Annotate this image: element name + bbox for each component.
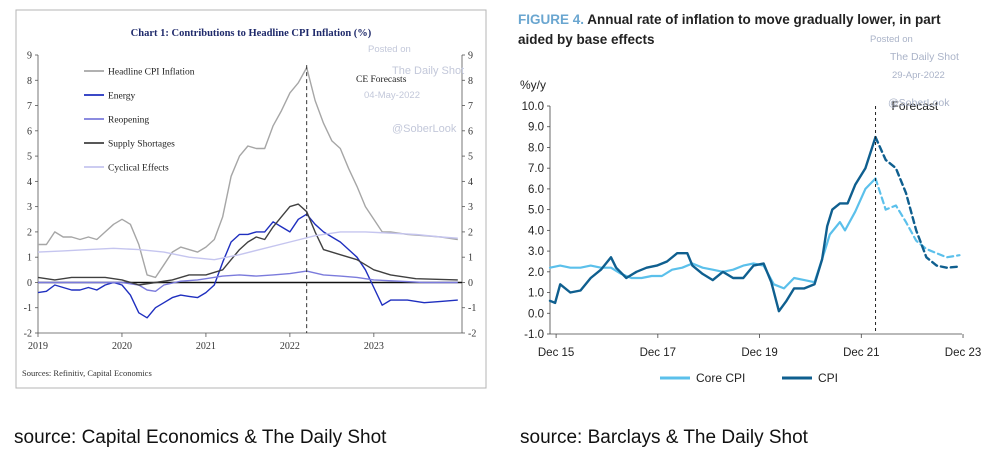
series-line-core-cpi [548,177,877,290]
y-tick-label-right: 5 [468,152,473,163]
annual-inflation-chart: FIGURE 4. Annual rate of inflation to mo… [518,12,981,385]
x-tick-label: 2020 [112,341,132,352]
y-tick-label-left: 8 [27,76,32,87]
y-tick-label-left: 7 [27,101,32,112]
series-line-headline-cpi-inflation [38,66,458,279]
watermark-line2: The Daily Shot [890,51,959,63]
y-tick-label: -1.0 [524,329,544,341]
chart-title-prefix: FIGURE 4. [518,12,587,27]
y-tick-label: 5.0 [528,205,544,217]
watermark-line2: The Daily Shot [392,65,464,77]
watermark-line4: @SoberLook [392,123,457,135]
y-tick-label-right: 2 [468,227,473,238]
y-tick-label-left: 5 [27,152,32,163]
watermark-line3: 29-Apr-2022 [892,70,945,81]
y-tick-label: 10.0 [522,101,544,113]
legend-label-reopening: Reopening [108,116,149,126]
legend-label-headline-cpi-inflation: Headline CPI Inflation [108,67,195,78]
left-source-caption: source: Capital Economics & The Daily Sh… [14,427,387,448]
y-tick-label-left: 4 [27,177,32,188]
watermark-line1: Posted on [368,44,411,55]
y-tick-label-right: 0 [468,278,473,289]
x-tick-label: Dec 21 [843,347,879,359]
x-tick-label: 2021 [196,341,216,352]
x-tick-label: 2023 [364,341,384,352]
series-line-cpi [548,135,877,313]
y-tick-label: 6.0 [528,184,544,196]
y-tick-label: 1.0 [528,288,544,300]
y-tick-label-left: 0 [27,278,32,289]
chart-source-note: Sources: Refinitiv, Capital Economics [22,368,152,378]
x-tick-label: 2019 [28,341,48,352]
y-tick-label-left: -2 [24,329,32,340]
y-tick-label: 8.0 [528,142,544,154]
y-tick-label-left: 9 [27,51,32,62]
chart-title-line2: aided by base effects [518,32,655,47]
y-tick-label-right: 8 [468,76,473,87]
y-tick-label-left: 1 [27,253,32,264]
right-chart-panel: FIGURE 4. Annual rate of inflation to mo… [510,0,1000,395]
y-tick-label-right: 1 [468,253,473,264]
legend-label-supply-shortages: Supply Shortages [108,140,175,150]
y-tick-label-left: 6 [27,126,32,137]
y-tick-label-right: 3 [468,202,473,213]
series-line-cpi-forecast [874,135,961,269]
right-source-caption: source: Barclays & The Daily Shot [520,427,808,448]
x-tick-label: Dec 15 [538,347,574,359]
legend-label-energy: Energy [108,92,136,102]
legend-label-cyclical-effects: Cyclical Effects [108,163,169,174]
left-chart-panel: Chart 1: Contributions to Headline CPI I… [0,0,495,395]
watermark-line1: Posted on [870,34,913,45]
y-tick-label: 0.0 [528,308,544,320]
y-tick-label-right: -1 [468,303,476,314]
y-tick-label: 4.0 [528,225,544,237]
x-tick-label: Dec 17 [640,347,676,359]
y-tick-label-right: 6 [468,126,473,137]
series-line-supply-shortages [37,203,458,286]
x-tick-label: Dec 23 [945,347,981,359]
watermark-line3: 04-May-2022 [364,90,420,101]
y-tick-label: 9.0 [528,122,544,134]
y-tick-label-left: 3 [27,202,32,213]
y-tick-label-right: 9 [468,51,473,62]
chart-title: Chart 1: Contributions to Headline CPI I… [131,28,372,39]
y-tick-label-right: 7 [468,101,473,112]
x-tick-label: Dec 19 [741,347,777,359]
x-tick-label: 2022 [280,341,300,352]
y-tick-label-right: -2 [468,329,476,340]
contributions-cpi-chart: Chart 1: Contributions to Headline CPI I… [15,9,487,389]
series-line-reopening [38,270,458,292]
chart-frame [15,9,487,389]
y-tick-label-right: 4 [468,177,473,188]
y-axis-label: %y/y [520,78,546,92]
y-tick-label: 3.0 [528,246,544,258]
y-tick-label-left: 2 [27,227,32,238]
series-line-cyclical-effects [37,231,458,261]
y-tick-label-left: -1 [24,303,32,314]
series-line-core-cpi-forecast [874,177,961,259]
legend-label-core-cpi: Core CPI [696,371,745,385]
forecast-label: Forecast [892,99,939,113]
chart-title-text: Annual rate of inflation to move gradual… [587,12,941,27]
y-tick-label: 2.0 [528,267,544,279]
chart-title-line1: FIGURE 4. Annual rate of inflation to mo… [518,12,941,27]
y-tick-label: 7.0 [528,163,544,175]
forecast-label: CE Forecasts [356,75,407,85]
watermark-line4: @SoberLook [888,97,950,109]
legend-label-cpi: CPI [818,371,838,385]
